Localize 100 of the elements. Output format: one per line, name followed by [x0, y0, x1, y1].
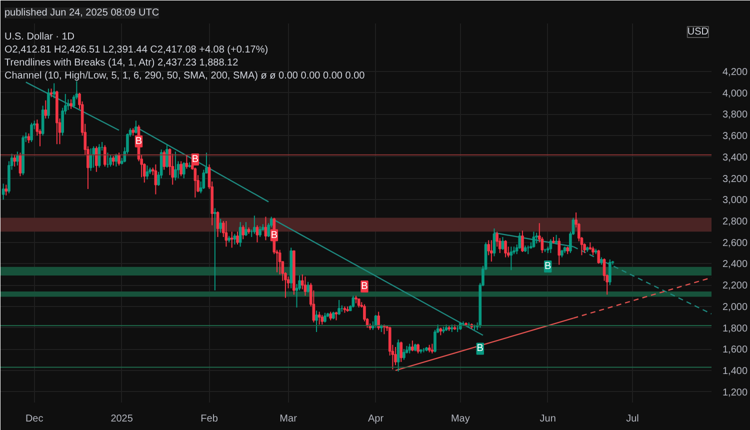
candlestick: [402, 348, 406, 360]
annotation: B: [192, 154, 199, 165]
x-tick-label: Mar: [280, 414, 298, 424]
y-tick-label: 1,800: [722, 323, 748, 334]
y-tick-label: 2,200: [722, 280, 748, 292]
candlestick: [236, 231, 239, 245]
candlestick: [109, 154, 112, 168]
candlestick: [103, 144, 106, 168]
x-tick-label: Feb: [200, 414, 218, 424]
text: U.S. Dollar · 1D: [4, 32, 75, 42]
y-tick-label: 3,200: [722, 174, 748, 185]
y-tick-label: 3,600: [722, 131, 748, 142]
candlestick: [180, 160, 182, 177]
annotation: O2,412.81 H2,426.51 L2,391.44 C2,417.08 +4.08 (+0.17%): [4, 44, 268, 56]
candlestick: [320, 314, 324, 326]
y-tick-label: 4,000: [722, 88, 748, 100]
candlestick: [416, 343, 420, 354]
annotation: B: [476, 343, 484, 354]
x-tick-label: 2025: [110, 414, 134, 424]
candlestick: [324, 312, 326, 323]
candlestick: [504, 240, 507, 258]
candlestick: [521, 230, 524, 252]
x-tick-label: Dec: [25, 414, 44, 424]
candlestick: [608, 258, 612, 286]
candlestick: [549, 238, 552, 254]
candlestick: [535, 232, 538, 244]
candlestick: [52, 82, 56, 99]
candlestick: [597, 249, 600, 264]
candlestick: [238, 222, 242, 248]
y-tick-label: 4,200: [722, 67, 748, 78]
y-axis-title: USD: [687, 26, 709, 38]
y-tick-label: 1,400: [722, 366, 748, 377]
y-tick-label: 3,000: [722, 195, 748, 206]
candlestick: [253, 215, 256, 234]
candlestick: [162, 150, 166, 170]
candlestick: [558, 238, 561, 266]
candlestick: [30, 122, 33, 143]
candlestick: [219, 218, 222, 234]
candlestick: [194, 167, 197, 198]
candlestick: [16, 151, 19, 166]
candlestick: [244, 222, 248, 236]
candlestick: [554, 234, 558, 245]
y-tick-label: 1,200: [722, 387, 748, 398]
annotation: Trendlines with Breaks (14, 1, Atr) 2,437.23 1,888.12: [4, 58, 239, 68]
candlestick: [501, 236, 504, 250]
candlestick: [408, 343, 412, 354]
candlestick: [214, 208, 216, 291]
text: published Jun 24, 2025 08:09 UTC: [4, 8, 160, 18]
y-tick-label: 2,000: [722, 302, 748, 313]
candlestick: [306, 281, 310, 294]
y-tick-label: 3,400: [722, 152, 748, 164]
y-tick-label: 2,400: [722, 259, 748, 270]
candlestick: [182, 162, 186, 179]
y-tick-label: 2,800: [722, 216, 748, 228]
candlestick: [27, 132, 30, 144]
candlestick: [430, 343, 434, 354]
candlestick: [92, 146, 96, 168]
annotation: B: [270, 230, 278, 241]
candlestick: [47, 88, 50, 120]
candlestick: [400, 341, 403, 362]
annotation: B: [135, 136, 142, 147]
candlestick: [242, 224, 245, 240]
candlestick: [258, 226, 262, 238]
y-tick-label: 3,800: [722, 110, 748, 121]
candlestick: [118, 152, 120, 166]
x-tick-label: Jul: [626, 414, 639, 424]
candlestick: [134, 120, 138, 134]
candlestick: [174, 151, 177, 181]
annotation: B: [361, 281, 368, 292]
candlestick: [532, 231, 536, 248]
candlestick: [411, 340, 414, 352]
x-tick-label: May: [450, 414, 470, 424]
candlestick: [377, 311, 380, 330]
candlestick: [318, 311, 321, 326]
candlestick: [216, 210, 220, 238]
candlestick: [256, 224, 259, 243]
candlestick: [352, 295, 355, 308]
candlestick: [13, 154, 16, 168]
x-tick-label: Jun: [540, 414, 556, 424]
annotation: B: [544, 261, 552, 272]
candlestick: [510, 246, 513, 271]
candlestick: [394, 346, 397, 366]
y-tick-label: 2,600: [722, 238, 748, 249]
candlestick: [264, 216, 268, 241]
candlestick: [185, 154, 188, 170]
candlestick: [2, 183, 5, 200]
x-tick-label: Apr: [368, 414, 384, 424]
candlestick: [4, 184, 8, 196]
candlestick: [304, 276, 307, 296]
candlestick: [338, 300, 340, 316]
candlestick: [95, 146, 98, 172]
annotation: Channel (10, High/Low, 5, 1, 6, 290, 50, SMA, 200, SMA) ø ø 0.00 0.00 0.00 0.00: [4, 70, 366, 82]
candlestick: [490, 240, 493, 262]
candlestick: [396, 339, 400, 372]
candlestick: [70, 98, 72, 110]
candlestick: [315, 310, 318, 333]
candlestick: [230, 231, 234, 248]
candlestick: [112, 155, 115, 166]
candlestick: [44, 100, 48, 120]
candlestick: [233, 233, 236, 245]
